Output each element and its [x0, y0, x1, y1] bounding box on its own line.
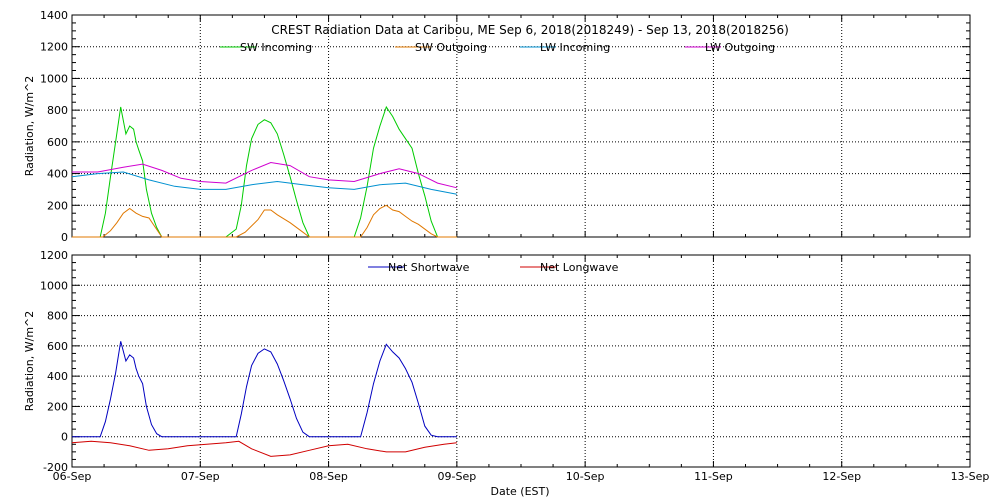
chart-title: CREST Radiation Data at Caribou, ME Sep …	[271, 23, 789, 37]
legend-label-lw-outgoing: LW Outgoing	[705, 41, 775, 54]
bottom-y-tick-label: 200	[47, 400, 68, 413]
lw-outgoing-line	[72, 161, 458, 189]
top-y-tick-label: 800	[47, 104, 68, 117]
x-tick-label: 12-Sep	[822, 470, 861, 483]
top-plot-frame	[71, 14, 971, 238]
x-tick-label: 06-Sep	[53, 470, 92, 483]
top-y-axis-label: Radiation, W/m^2	[23, 76, 36, 177]
legend-label-net-longwave: Net Longwave	[540, 261, 619, 274]
top-y-tick-label: 0	[61, 231, 68, 244]
bottom-y-tick-label: 0	[61, 431, 68, 444]
top-y-tick-label: 1000	[40, 72, 68, 85]
bottom-y-tick-label: 600	[47, 340, 68, 353]
sw-outgoing-line	[72, 204, 457, 238]
bottom-y-tick-label: 800	[47, 310, 68, 323]
top-legend: SW Incoming SW Outgoing LW Incoming LW Outg…	[220, 41, 775, 54]
x-tick-label: 09-Sep	[438, 470, 477, 483]
bottom-y-tick-label: 1200	[40, 249, 68, 262]
bottom-y-axis-label: Radiation, W/m^2	[23, 311, 36, 412]
net-longwave-line	[71, 440, 457, 457]
net-shortwave-line	[72, 341, 457, 438]
bottom-y-tick-label: 1000	[40, 279, 68, 292]
top-y-tick-label: 200	[47, 199, 68, 212]
bottom-y-tick-label: -200	[43, 461, 68, 474]
x-tick-label: 08-Sep	[309, 470, 348, 483]
top-y-tick-label: 1200	[40, 41, 68, 54]
top-gridlines	[71, 15, 971, 237]
top-y-tick-label: 1400	[40, 9, 68, 22]
legend-label-net-shortwave: Net Shortwave	[388, 261, 470, 274]
legend-label-sw-outgoing: SW Outgoing	[415, 41, 487, 54]
legend-label-sw-incoming: SW Incoming	[240, 41, 312, 54]
legend-label-lw-incoming: LW Incoming	[540, 41, 610, 54]
bottom-plot-frame	[71, 254, 971, 468]
lw-incoming-line	[71, 171, 457, 195]
bottom-y-axis: -200 0 200 400 600 800 1000 1200	[40, 249, 970, 474]
bottom-gridlines	[71, 255, 971, 467]
top-y-axis: 0 200 400 600 800 1000 1200 1400	[40, 9, 970, 244]
bottom-legend: Net Shortwave Net Longwave	[368, 261, 619, 274]
x-tick-label: 11-Sep	[694, 470, 733, 483]
top-series	[71, 105, 458, 238]
top-y-tick-label: 400	[47, 168, 68, 181]
sw-incoming-line	[72, 105, 457, 238]
x-axis-label: Date (EST)	[490, 485, 549, 498]
top-y-tick-label: 600	[47, 136, 68, 149]
bottom-series	[71, 341, 457, 457]
x-tick-label: 13-Sep	[951, 470, 990, 483]
x-tick-label: 07-Sep	[181, 470, 220, 483]
x-tick-label: 10-Sep	[566, 470, 605, 483]
bottom-y-tick-label: 400	[47, 370, 68, 383]
x-axis: 06-Sep 07-Sep 08-Sep 09-Sep 10-Sep 11-Sep 12-S…	[53, 470, 990, 483]
